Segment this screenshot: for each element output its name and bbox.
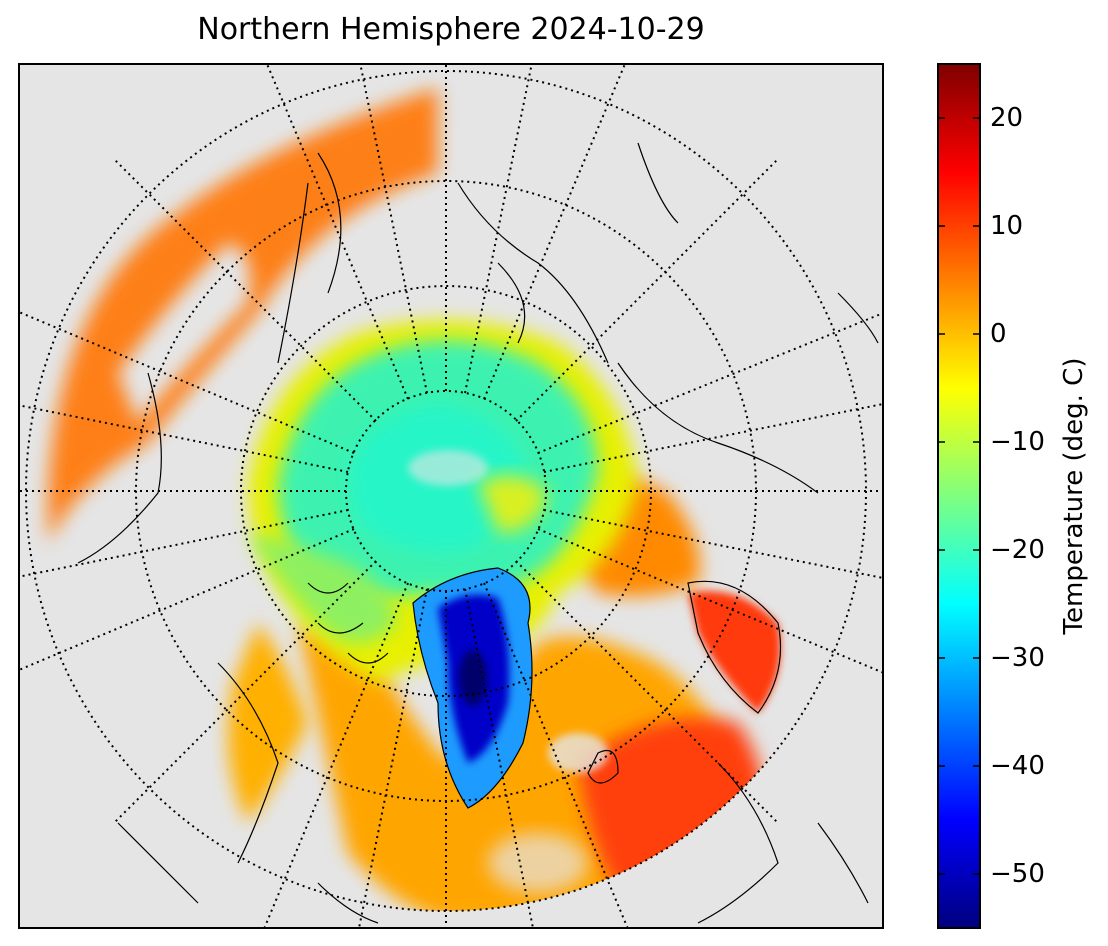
colorbar-label: Temperature (deg. C) xyxy=(1059,357,1089,635)
region-hudson-bay xyxy=(228,623,308,823)
colorbar-ticks xyxy=(938,117,980,875)
region-north-pacific-gap xyxy=(118,243,251,423)
colorbar-border xyxy=(937,63,981,929)
map-border xyxy=(18,63,884,929)
colorbar-tick-label: 20 xyxy=(990,103,1024,133)
colorbar-tick-label: −10 xyxy=(990,427,1045,457)
region-scandinavia-coast xyxy=(688,591,781,713)
region-canadian-archipelago xyxy=(248,533,398,643)
nodata-patch xyxy=(408,450,488,486)
coastlines xyxy=(77,142,879,924)
colorbar-tick-label: −30 xyxy=(990,643,1045,673)
colorbar-tick-label: −50 xyxy=(990,859,1045,889)
map-title: Northern Hemisphere 2024-10-29 xyxy=(197,12,705,47)
polar-temperature-map xyxy=(18,63,884,929)
colorbar xyxy=(937,63,981,929)
region-pole-warm-patch xyxy=(478,475,548,533)
region-greenland-coldest xyxy=(459,650,487,706)
colorbar-tick-label: −20 xyxy=(990,535,1045,565)
graticule xyxy=(18,63,884,929)
colorbar-tick-label: 0 xyxy=(990,319,1007,349)
region-north-pacific xyxy=(48,88,438,543)
colorbar-gradient xyxy=(938,64,980,928)
colorbar-tick-label: 10 xyxy=(990,211,1024,241)
nodata-patch xyxy=(488,833,588,893)
colorbar-tick-label: −40 xyxy=(990,751,1045,781)
